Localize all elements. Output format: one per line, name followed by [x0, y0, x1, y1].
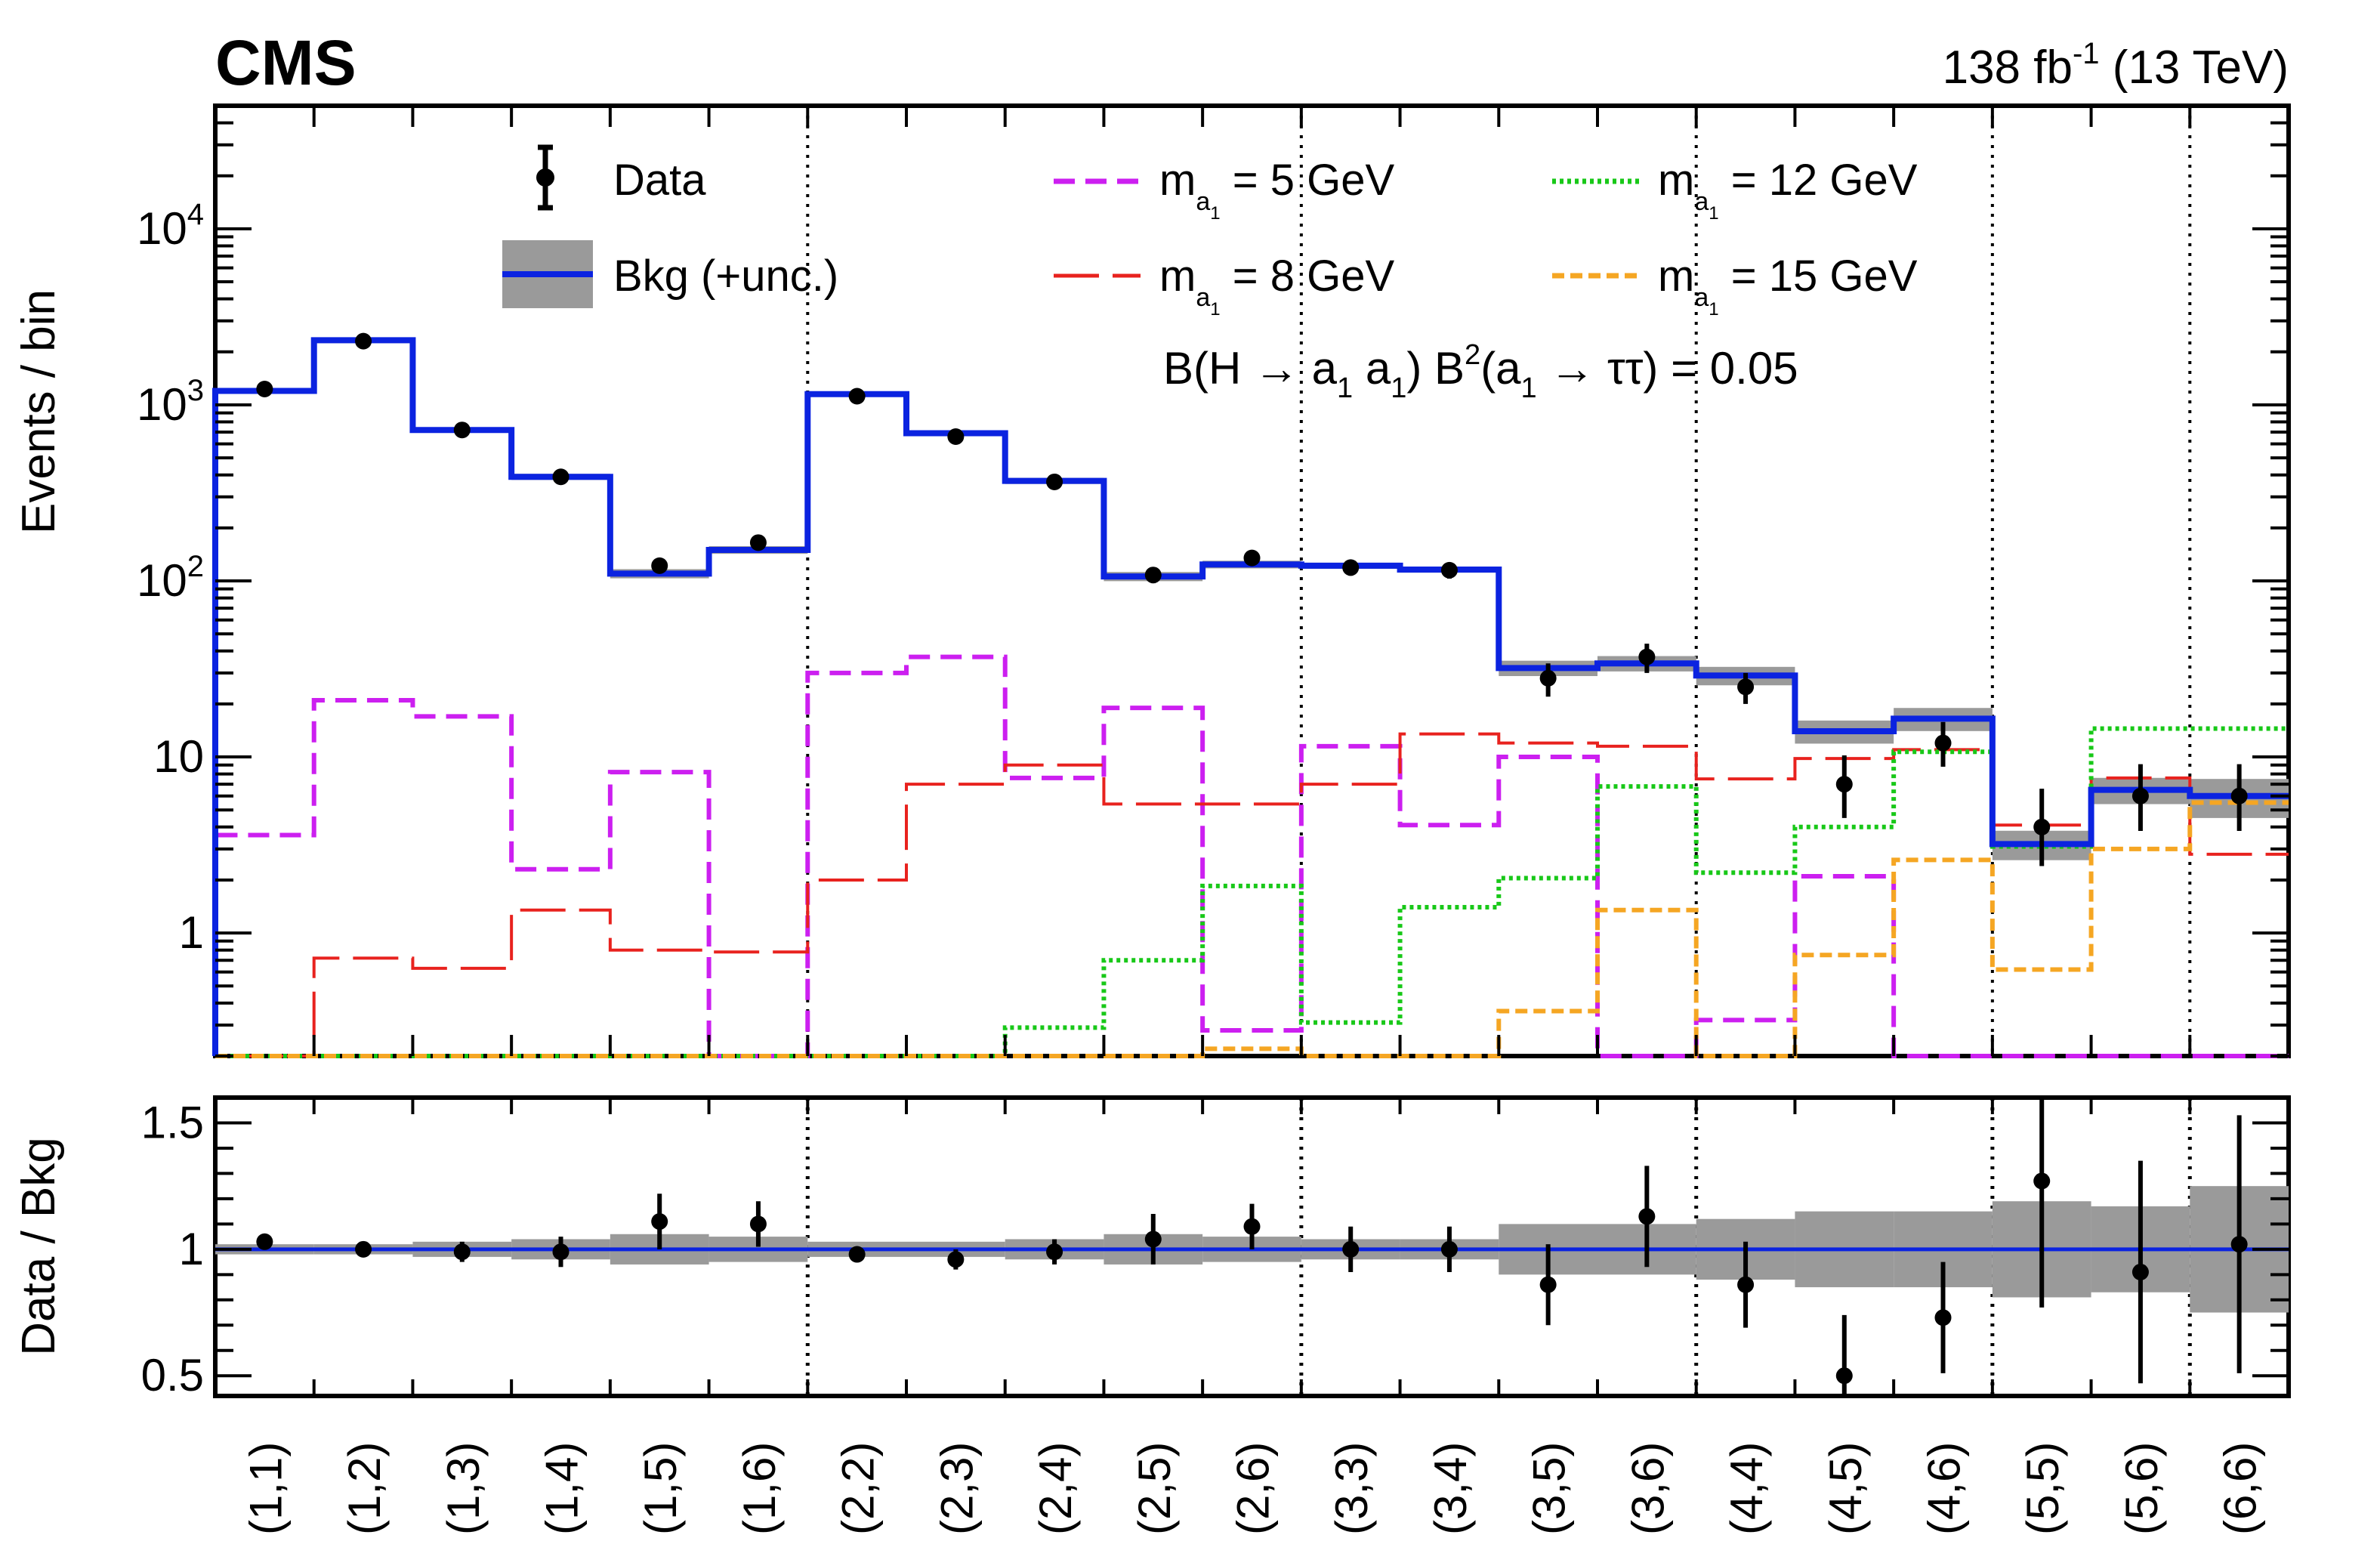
- data-point: [453, 422, 471, 439]
- signal-line: [215, 800, 2289, 1058]
- ratio-point: [2230, 1236, 2248, 1253]
- x-category-label: (2,4): [1030, 1442, 1081, 1535]
- data-point: [1737, 678, 1755, 696]
- ratio-y-tick-label: 0.5: [141, 1350, 204, 1400]
- x-category-label: (6,6): [2215, 1442, 2266, 1535]
- data-point: [2230, 787, 2248, 804]
- x-category-label: (3,6): [1622, 1442, 1673, 1535]
- x-category-label: (3,4): [1425, 1442, 1476, 1535]
- ratio-point: [1638, 1208, 1656, 1225]
- ratio-point: [256, 1233, 273, 1250]
- ratio-y-tick-label: 1.5: [141, 1097, 204, 1147]
- main-panel: 1 10 102 103 104: [137, 103, 2291, 1058]
- x-category-label: (1,1): [240, 1442, 291, 1535]
- legend-m8-label: ma1 = 8 GeV: [1159, 252, 1394, 320]
- x-category-label: (4,5): [1820, 1442, 1871, 1535]
- data-point: [1539, 669, 1557, 687]
- ratio-point: [1835, 1367, 1853, 1385]
- x-category-label: (2,2): [833, 1442, 884, 1535]
- data-point: [1046, 473, 1063, 490]
- x-category-label: (1,6): [734, 1442, 785, 1535]
- bkg-step-line: [212, 337, 2289, 1056]
- ratio-y-tick-label: 1: [179, 1224, 204, 1274]
- ratio-point: [1243, 1218, 1261, 1235]
- x-category-label: (1,4): [537, 1442, 588, 1535]
- experiment-label: CMS: [215, 27, 357, 98]
- data-point: [848, 388, 866, 405]
- signal-line: [215, 732, 2289, 1058]
- ratio-point: [848, 1246, 866, 1263]
- data-point: [1342, 559, 1360, 576]
- ratio-point: [2132, 1263, 2149, 1280]
- main-y-tick-label: 102: [137, 550, 204, 606]
- ratio-point: [947, 1251, 965, 1268]
- main-y-tick-label: 10: [153, 731, 204, 782]
- legend-data-marker: [536, 168, 554, 187]
- x-category-label: (3,3): [1326, 1442, 1377, 1535]
- data-point: [1934, 734, 1952, 752]
- legend-entry-m8: ma1 = 8 GeV: [1054, 252, 1394, 320]
- x-category-label: (1,3): [438, 1442, 489, 1535]
- ratio-y-axis-label: Data / Bkg: [13, 1137, 65, 1355]
- ratio-point: [355, 1240, 372, 1258]
- legend-m5-label: ma1 = 5 GeV: [1159, 156, 1394, 224]
- signal-line: [215, 726, 2289, 1058]
- legend-entry-m5: ma1 = 5 GeV: [1054, 156, 1394, 224]
- x-category-label: (4,6): [1919, 1442, 1970, 1535]
- ratio-point: [651, 1213, 668, 1231]
- x-category-label: (5,5): [2017, 1442, 2068, 1535]
- ratio-point: [1539, 1276, 1557, 1293]
- ratio-point: [453, 1243, 471, 1261]
- data-point: [1243, 549, 1261, 567]
- x-category-label: (1,5): [635, 1442, 686, 1535]
- legend-entry-m15: ma1 = 15 GeV: [1552, 252, 1918, 320]
- ratio-point: [1934, 1309, 1952, 1326]
- data-point: [1835, 776, 1853, 793]
- data-point: [1144, 567, 1162, 584]
- legend-entry-data: Data: [536, 144, 706, 211]
- x-category-label: (1,2): [339, 1442, 390, 1535]
- ratio-point: [2033, 1172, 2051, 1190]
- main-y-axis-label: Events / bin: [13, 289, 65, 534]
- data-point: [2033, 818, 2051, 835]
- legend-entry-m12: ma1 = 12 GeV: [1552, 156, 1918, 224]
- main-y-tick-label: 104: [137, 198, 204, 254]
- signal-line: [213, 654, 2289, 1058]
- main-y-tick-label: 103: [137, 374, 204, 430]
- ratio-point: [552, 1243, 570, 1261]
- branching-ratio-annotation: B(H → a1 a1) B2(a1 → ττ) = 0.05: [1163, 339, 1798, 404]
- x-category-label: (5,6): [2116, 1442, 2167, 1535]
- data-point: [651, 557, 668, 574]
- main-y-tick-label: 1: [179, 907, 204, 958]
- luminosity-label: 138 fb-1 (13 TeV): [1943, 37, 2289, 94]
- ratio-point: [1144, 1231, 1162, 1248]
- ratio-point: [1737, 1276, 1755, 1293]
- data-point: [552, 468, 570, 486]
- x-category-label: (2,3): [931, 1442, 982, 1535]
- legend-bkg-label: Bkg (+unc.): [613, 252, 838, 301]
- x-category-label: (3,5): [1524, 1442, 1575, 1535]
- data-point: [947, 428, 965, 446]
- legend-entry-bkg: Bkg (+unc.): [502, 240, 838, 308]
- x-category-label: (2,6): [1228, 1442, 1279, 1535]
- legend: Data Bkg (+unc.) ma1 = 5 GeV ma1 = 8 GeV…: [502, 144, 1918, 320]
- data-point: [2132, 787, 2149, 804]
- data-point: [1440, 561, 1458, 579]
- legend-m12-label: ma1 = 12 GeV: [1658, 156, 1918, 224]
- ratio-point: [1440, 1240, 1458, 1258]
- data-point: [355, 332, 372, 350]
- ratio-point: [749, 1215, 767, 1233]
- data-point: [256, 380, 273, 397]
- legend-m15-label: ma1 = 15 GeV: [1658, 252, 1918, 320]
- x-category-label: (4,4): [1721, 1442, 1772, 1535]
- data-point: [1638, 648, 1656, 666]
- legend-data-label: Data: [613, 156, 706, 205]
- data-point: [749, 534, 767, 551]
- ratio-panel: 0.5 1 1.5: [141, 1095, 2291, 1400]
- ratio-point: [1046, 1243, 1063, 1261]
- x-category-label: (2,5): [1129, 1442, 1180, 1535]
- ratio-point: [1342, 1240, 1360, 1258]
- x-axis-category-labels: (1,1) (1,2) (1,3) (1,4) (1,5) (1,6) (2,2) (2,3)…: [240, 1442, 2265, 1535]
